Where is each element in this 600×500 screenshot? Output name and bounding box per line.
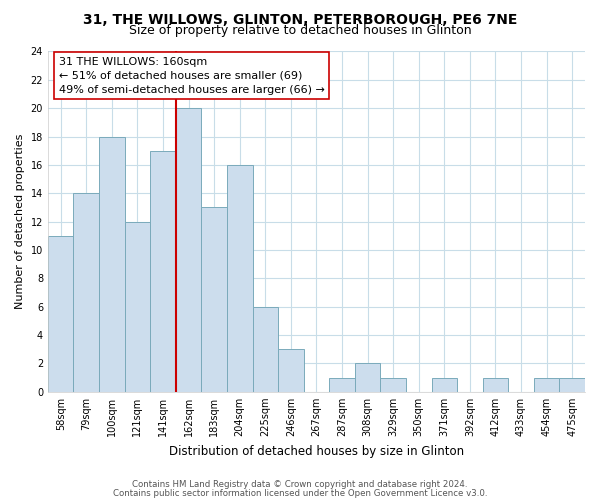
X-axis label: Distribution of detached houses by size in Glinton: Distribution of detached houses by size …: [169, 444, 464, 458]
Bar: [176, 108, 202, 392]
Bar: [125, 222, 150, 392]
Bar: [559, 378, 585, 392]
Text: Contains public sector information licensed under the Open Government Licence v3: Contains public sector information licen…: [113, 488, 487, 498]
Bar: [150, 151, 176, 392]
Y-axis label: Number of detached properties: Number of detached properties: [15, 134, 25, 310]
Bar: [99, 136, 125, 392]
Bar: [73, 194, 99, 392]
Bar: [202, 208, 227, 392]
Text: Contains HM Land Registry data © Crown copyright and database right 2024.: Contains HM Land Registry data © Crown c…: [132, 480, 468, 489]
Bar: [534, 378, 559, 392]
Bar: [431, 378, 457, 392]
Text: 31, THE WILLOWS, GLINTON, PETERBOROUGH, PE6 7NE: 31, THE WILLOWS, GLINTON, PETERBOROUGH, …: [83, 12, 517, 26]
Text: Size of property relative to detached houses in Glinton: Size of property relative to detached ho…: [128, 24, 472, 37]
Bar: [482, 378, 508, 392]
Bar: [355, 364, 380, 392]
Bar: [227, 165, 253, 392]
Bar: [253, 306, 278, 392]
Text: 31 THE WILLOWS: 160sqm
← 51% of detached houses are smaller (69)
49% of semi-det: 31 THE WILLOWS: 160sqm ← 51% of detached…: [59, 56, 325, 94]
Bar: [380, 378, 406, 392]
Bar: [278, 350, 304, 392]
Bar: [48, 236, 73, 392]
Bar: [329, 378, 355, 392]
